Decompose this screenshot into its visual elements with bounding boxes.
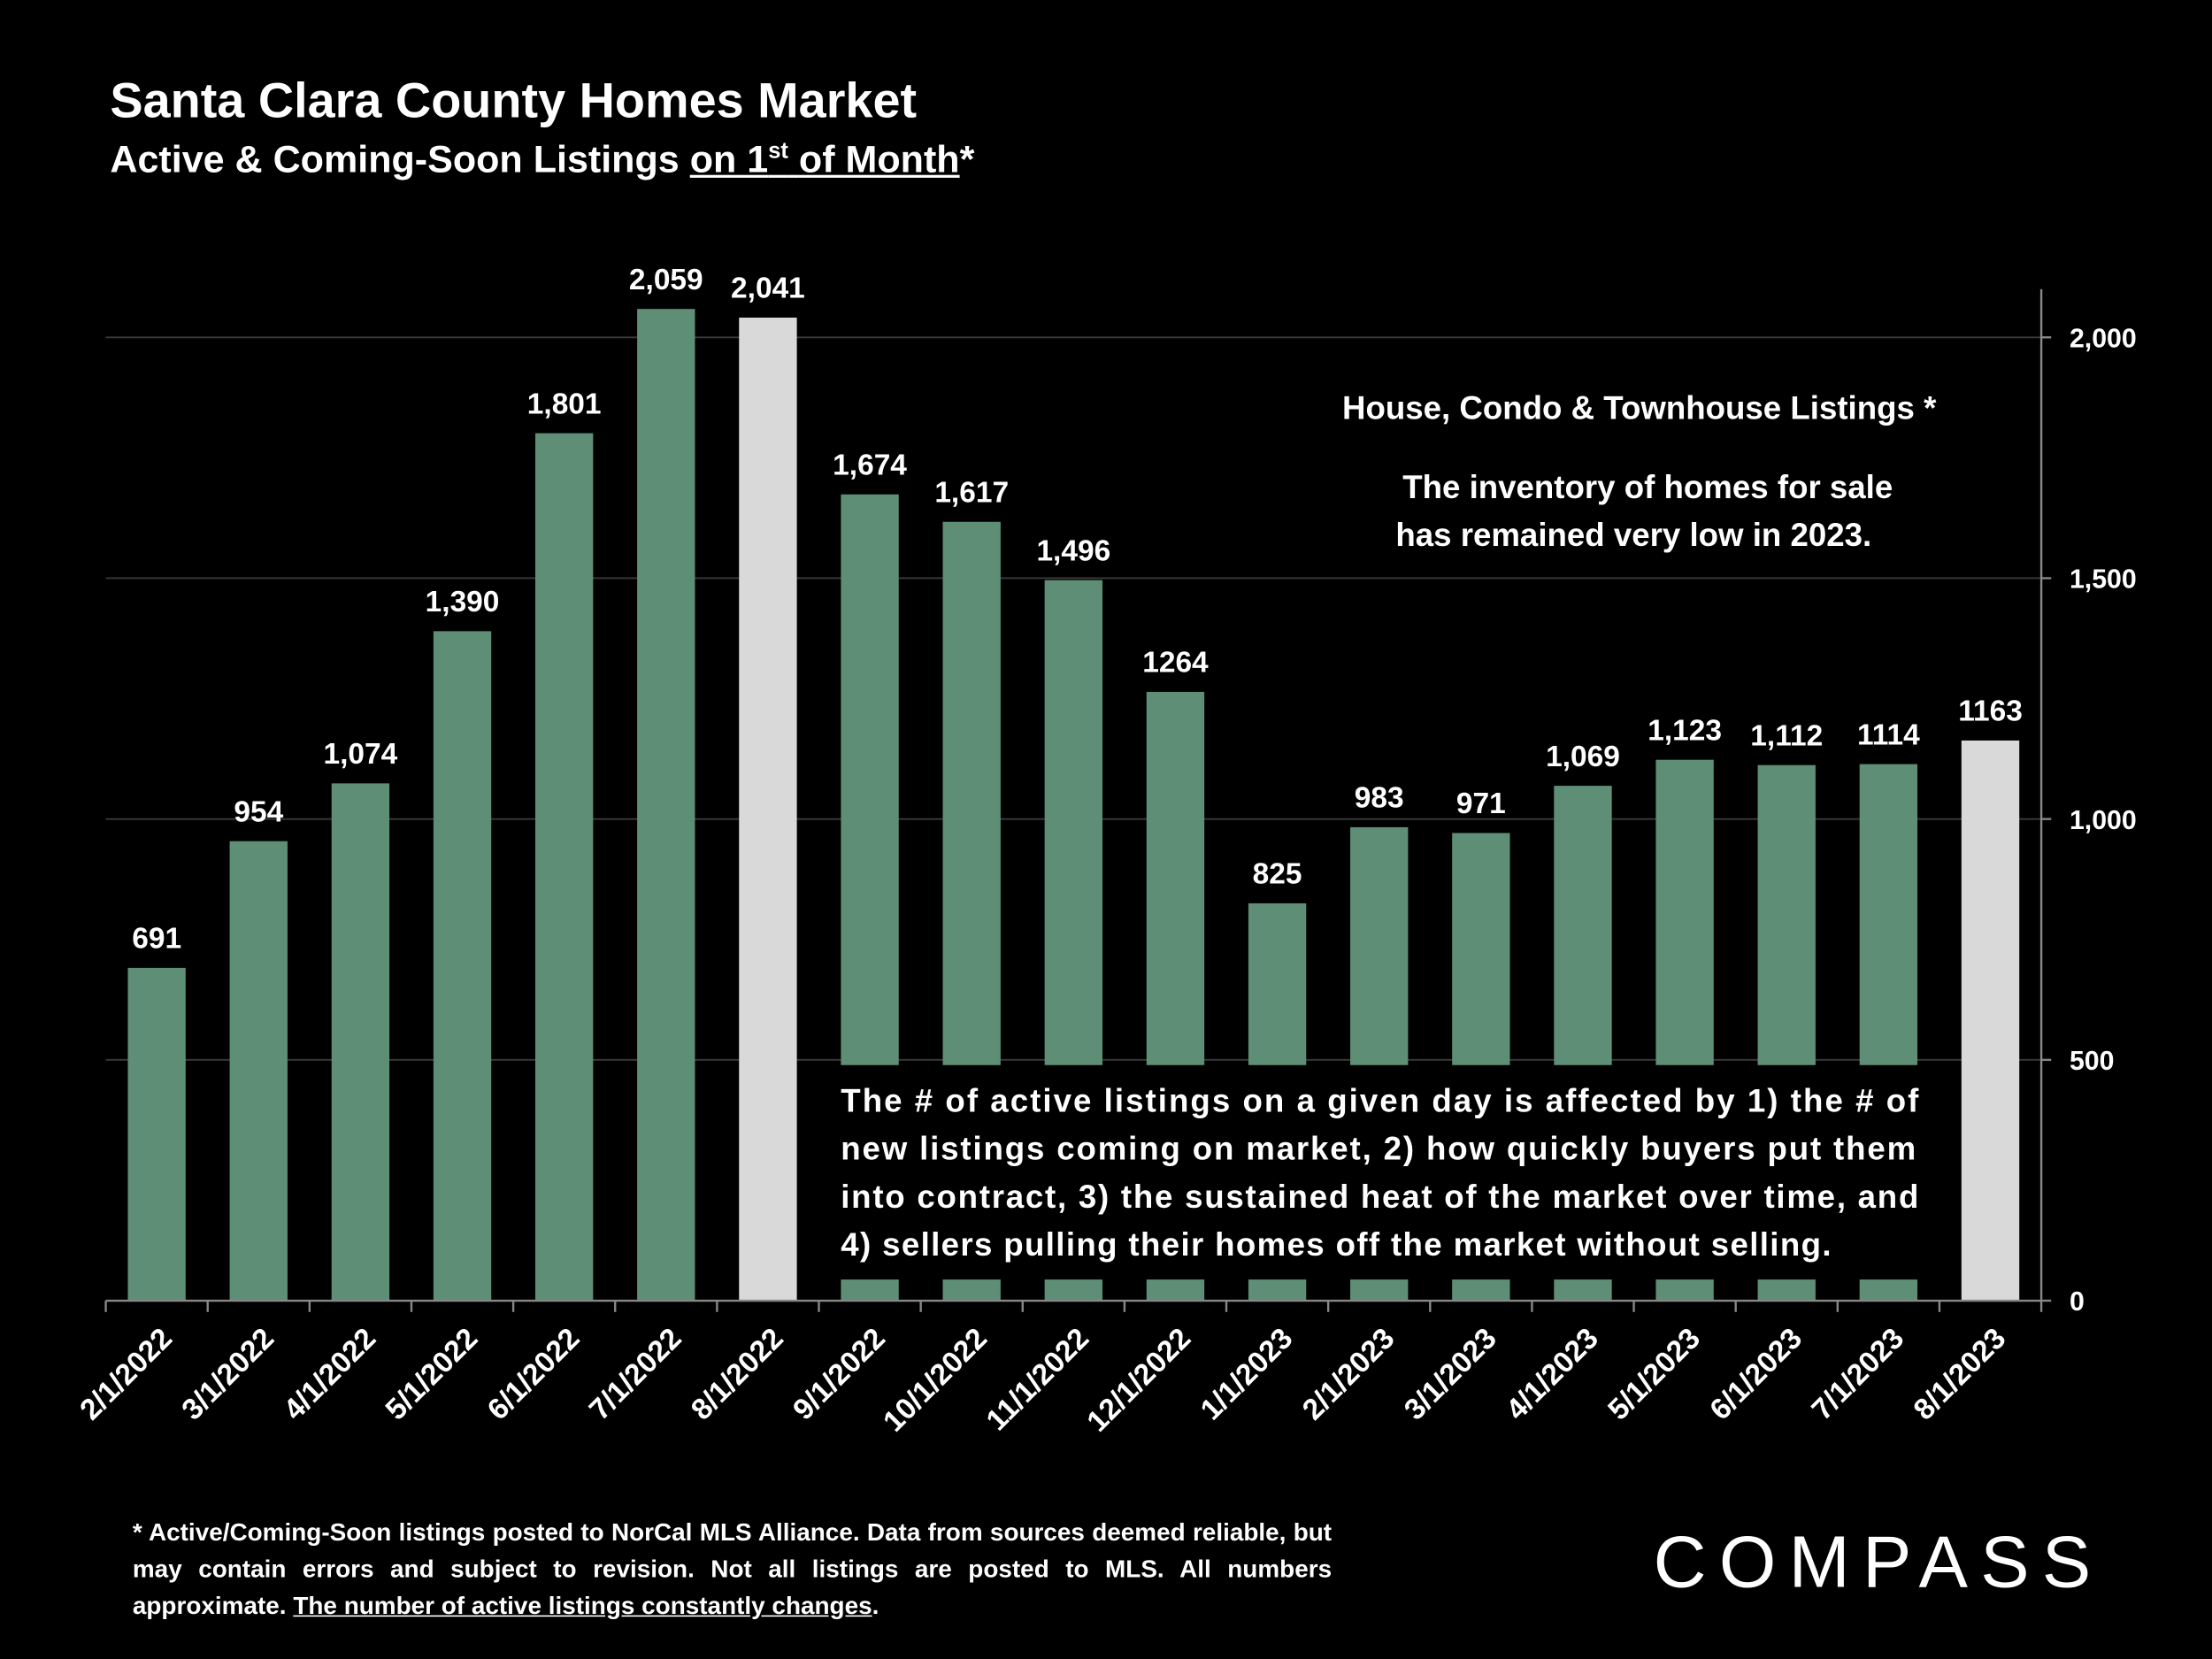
bar (331, 783, 390, 1302)
value-label: 1264 (1142, 647, 1209, 680)
subtitle-text: Active & Coming-Soon Listings (110, 138, 680, 181)
x-tick-label: 7/1/2022 (583, 1322, 687, 1426)
value-label: 1,801 (527, 388, 602, 420)
value-label: 1,123 (1647, 714, 1722, 747)
axes (104, 288, 2052, 1312)
footnote-text: . (872, 1591, 879, 1620)
x-tick-label: 2/1/2022 (74, 1322, 179, 1426)
bar (739, 317, 797, 1302)
subtitle-text: * (959, 138, 975, 181)
x-tick-label: 11/1/2022 (980, 1322, 1095, 1437)
value-label: 1,069 (1546, 741, 1620, 773)
bar (637, 309, 695, 1302)
x-tick-label: 7/1/2023 (1806, 1322, 1910, 1426)
footnote-text: * Active/Coming-Soon listings posted to … (132, 1517, 1333, 1620)
value-label: 1,074 (324, 738, 398, 771)
value-label: 1,617 (934, 476, 1009, 509)
bar (433, 631, 492, 1302)
x-tick-label: 5/1/2023 (1602, 1322, 1707, 1426)
value-label: 954 (234, 795, 283, 828)
explanation: 4) sellers pulling their homes off the m… (841, 1226, 1831, 1263)
x-tick-label: 12/1/2022 (1081, 1322, 1197, 1438)
bar (127, 967, 186, 1302)
explanation: The # of active listings on a given day … (841, 1082, 1919, 1118)
explanation: new listings coming on market, 2) how qu… (841, 1131, 1916, 1167)
annotation-box (829, 1064, 1933, 1280)
y-tick-label: 1,000 (2070, 806, 2137, 835)
x-tick-label: 6/1/2023 (1704, 1322, 1809, 1426)
x-tick-label: 10/1/2022 (878, 1322, 994, 1438)
x-tick-label: 6/1/2022 (481, 1322, 586, 1426)
value-label: 1,674 (833, 449, 907, 481)
legend-note: House, Condo & Townhouse Listings * (1342, 390, 1937, 426)
bar (229, 841, 288, 1302)
bar (1961, 740, 2020, 1302)
x-tick-label: 4/1/2022 (278, 1322, 382, 1426)
x-tick-label: 3/1/2023 (1398, 1322, 1502, 1426)
explanation: into contract, 3) the sustained heat of … (841, 1179, 1918, 1215)
x-tick-label: 1/1/2023 (1194, 1322, 1299, 1426)
y-tick-label: 500 (2070, 1047, 2115, 1076)
value-label: 825 (1253, 858, 1302, 891)
inventory-note: has remained very low in 2023. (1395, 517, 1871, 553)
value-label: 983 (1355, 782, 1404, 815)
value-label: 1163 (1958, 695, 2023, 728)
footnote: * Active/Coming-Soon listings posted to … (133, 1514, 1332, 1624)
x-tick-label: 8/1/2023 (1908, 1322, 2012, 1426)
x-tick-label: 9/1/2022 (787, 1322, 892, 1426)
bar (534, 433, 594, 1302)
y-tick-label: 0 (2070, 1287, 2085, 1317)
value-label: 971 (1456, 787, 1506, 820)
x-tick-label: 3/1/2022 (176, 1322, 280, 1426)
subtitle-text: of Month (798, 138, 960, 181)
subtitle-superscript: st (768, 139, 788, 164)
x-tick-label: 5/1/2022 (380, 1322, 484, 1426)
chart-title: Santa Clara County Homes Market (110, 73, 918, 129)
inventory-note: The inventory of homes for sale (1402, 469, 1893, 505)
value-label: 1,496 (1036, 534, 1110, 567)
logo: COMPASS (1653, 1522, 2104, 1604)
value-label: 1,112 (1750, 719, 1823, 752)
y-tick-label: 2,000 (2070, 324, 2137, 353)
value-label: 691 (132, 923, 181, 956)
x-tick-label: 4/1/2023 (1500, 1322, 1604, 1426)
value-label: 1,390 (426, 586, 500, 618)
value-label: 2,041 (731, 273, 805, 305)
value-label: 1114 (1857, 718, 1920, 751)
y-tick-label: 1,500 (2070, 565, 2137, 595)
value-label: 2,059 (629, 264, 703, 296)
subtitle-underlined: on 1st of Month (690, 138, 960, 180)
chart-subtitle: Active & Coming-Soon Listings on 1st of … (110, 138, 974, 181)
x-tick-label: 2/1/2023 (1296, 1322, 1401, 1426)
subtitle-text: on 1 (689, 138, 769, 181)
x-tick-label: 8/1/2022 (685, 1322, 789, 1426)
footnote-underlined: The number of active listings constantly… (293, 1591, 872, 1620)
